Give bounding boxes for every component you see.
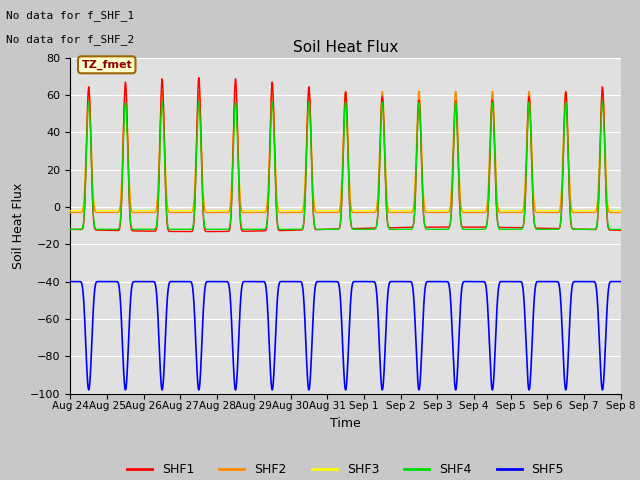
Title: Soil Heat Flux: Soil Heat Flux (293, 40, 398, 55)
Text: TZ_fmet: TZ_fmet (81, 60, 132, 70)
Text: No data for f_SHF_1: No data for f_SHF_1 (6, 10, 134, 21)
X-axis label: Time: Time (330, 417, 361, 430)
Y-axis label: Soil Heat Flux: Soil Heat Flux (12, 182, 25, 269)
Text: No data for f_SHF_2: No data for f_SHF_2 (6, 34, 134, 45)
Legend: SHF1, SHF2, SHF3, SHF4, SHF5: SHF1, SHF2, SHF3, SHF4, SHF5 (122, 458, 569, 480)
